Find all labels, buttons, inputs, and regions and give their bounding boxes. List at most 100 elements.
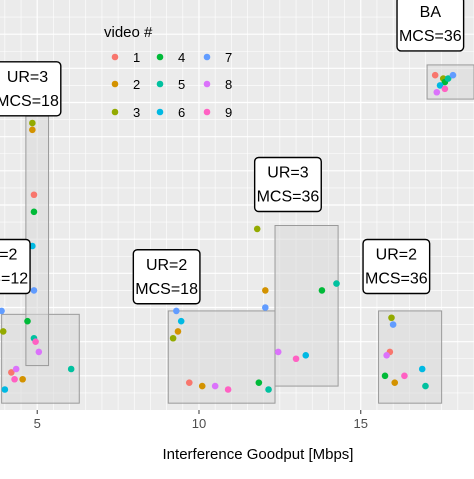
data-point-video-5 (265, 386, 272, 393)
annotation-text: MCS=12 (0, 271, 28, 288)
legend-key (156, 53, 164, 61)
data-point-video-3 (253, 225, 261, 233)
region-box (274, 225, 339, 387)
data-point-video-2 (174, 328, 182, 335)
data-point-video-1 (30, 191, 38, 199)
data-point-video-2 (19, 375, 26, 383)
legend-key (203, 80, 211, 88)
annotation-text: UR=3 (7, 69, 48, 86)
data-point-video-8 (383, 352, 390, 359)
annotation-label: UR=2 MCS=36 (362, 238, 431, 295)
data-point-video-7 (173, 307, 180, 315)
x-tick-label: 10 (192, 416, 206, 431)
data-point-video-7 (0, 307, 5, 315)
annotation-label: BA MCS=36 (396, 0, 465, 52)
data-point-video-9 (401, 372, 408, 380)
data-point-video-5 (333, 280, 340, 287)
data-point-video-9 (441, 85, 449, 93)
data-point-video-5 (444, 75, 452, 82)
data-point-video-2 (391, 379, 399, 386)
data-point-video-8 (274, 348, 282, 356)
annotation-text: UR=2 (146, 257, 187, 274)
data-point-video-7 (30, 287, 38, 294)
legend-key (111, 53, 119, 61)
legend-label: 1 (133, 50, 140, 65)
data-point-video-6 (177, 317, 185, 325)
annotation-label: UR=3 MCS=36 (253, 156, 322, 213)
legend-label: 9 (225, 105, 232, 120)
data-point-video-3 (169, 334, 177, 342)
data-point-video-2 (29, 126, 36, 134)
annotation-text: MCS=18 (0, 93, 59, 110)
annotation-text: MCS=36 (257, 189, 320, 206)
data-point-video-1 (185, 379, 193, 386)
legend-key (203, 108, 211, 116)
points-layer (0, 71, 457, 393)
x-axis: 5 10 15 (34, 410, 368, 431)
annotation-box (253, 156, 322, 213)
annotations-layer: UR=3 MCS=18 UR=2 MCS=12 UR=2 MCS=18 UR=3 MCS=36… (0, 0, 465, 305)
data-point-video-4 (30, 208, 38, 216)
x-tick-label: 15 (354, 416, 368, 431)
data-point-video-1 (8, 369, 15, 376)
legend-key (203, 53, 211, 61)
legend-label: 7 (225, 50, 232, 65)
data-point-video-7 (262, 304, 269, 311)
data-point-video-4 (255, 379, 263, 386)
data-point-video-4 (24, 317, 31, 325)
data-point-video-2 (198, 382, 206, 390)
data-point-video-9 (11, 375, 18, 383)
annotation-text: BA (420, 4, 442, 21)
data-point-video-9 (224, 386, 232, 393)
data-point-video-6 (418, 365, 426, 373)
data-point-video-3 (0, 328, 7, 335)
legend-item: 9 (203, 105, 232, 120)
data-point-video-8 (433, 88, 441, 96)
data-point-video-3 (29, 119, 36, 127)
annotation-text: MCS=36 (365, 271, 428, 288)
legend-label: 4 (178, 50, 185, 65)
data-point-video-9 (292, 355, 300, 363)
annotation-label: UR=2 MCS=18 (132, 249, 201, 305)
annotation-text: MCS=36 (399, 28, 462, 45)
legend-label: 5 (178, 77, 185, 92)
annotation-text: UR=2 (0, 247, 18, 264)
annotation-box (362, 238, 431, 295)
annotation-label: UR=3 MCS=18 (0, 61, 62, 117)
annotation-box (0, 238, 31, 295)
data-point-video-6 (302, 352, 310, 359)
legend-key (111, 108, 119, 116)
annotation-box (132, 249, 201, 305)
data-point-video-8 (211, 382, 219, 390)
data-point-video-2 (262, 287, 269, 294)
annotation-text: UR=3 (267, 165, 308, 182)
legend-item: 3 (111, 105, 140, 120)
data-point-video-7 (449, 71, 457, 79)
data-point-video-8 (35, 348, 43, 356)
regions-layer (1, 64, 474, 404)
legend: video # 1 2 3 4 5 6 7 8 9 (104, 24, 232, 120)
annotation-box (396, 0, 465, 52)
legend-item: 4 (156, 50, 185, 65)
legend-item: 6 (156, 105, 185, 120)
data-point-video-8 (12, 365, 20, 373)
legend-label: 3 (133, 105, 140, 120)
data-point-video-6 (1, 386, 9, 393)
data-point-video-5 (67, 365, 75, 373)
legend-key (156, 80, 164, 88)
data-point-video-1 (431, 71, 439, 79)
legend-item: 2 (111, 77, 140, 92)
legend-item: 1 (111, 50, 140, 65)
legend-label: 2 (133, 77, 140, 92)
legend-item: 8 (203, 77, 232, 92)
legend-key (156, 108, 164, 116)
x-tick-label: 5 (34, 416, 41, 431)
x-axis-title: Interference Goodput [Mbps] (163, 446, 354, 463)
annotation-label: UR=2 MCS=12 (0, 238, 31, 295)
data-point-video-3 (388, 314, 395, 322)
data-point-video-9 (32, 338, 39, 345)
annotation-box (0, 61, 62, 117)
annotation-text: MCS=18 (135, 281, 198, 298)
region-box (167, 310, 276, 404)
